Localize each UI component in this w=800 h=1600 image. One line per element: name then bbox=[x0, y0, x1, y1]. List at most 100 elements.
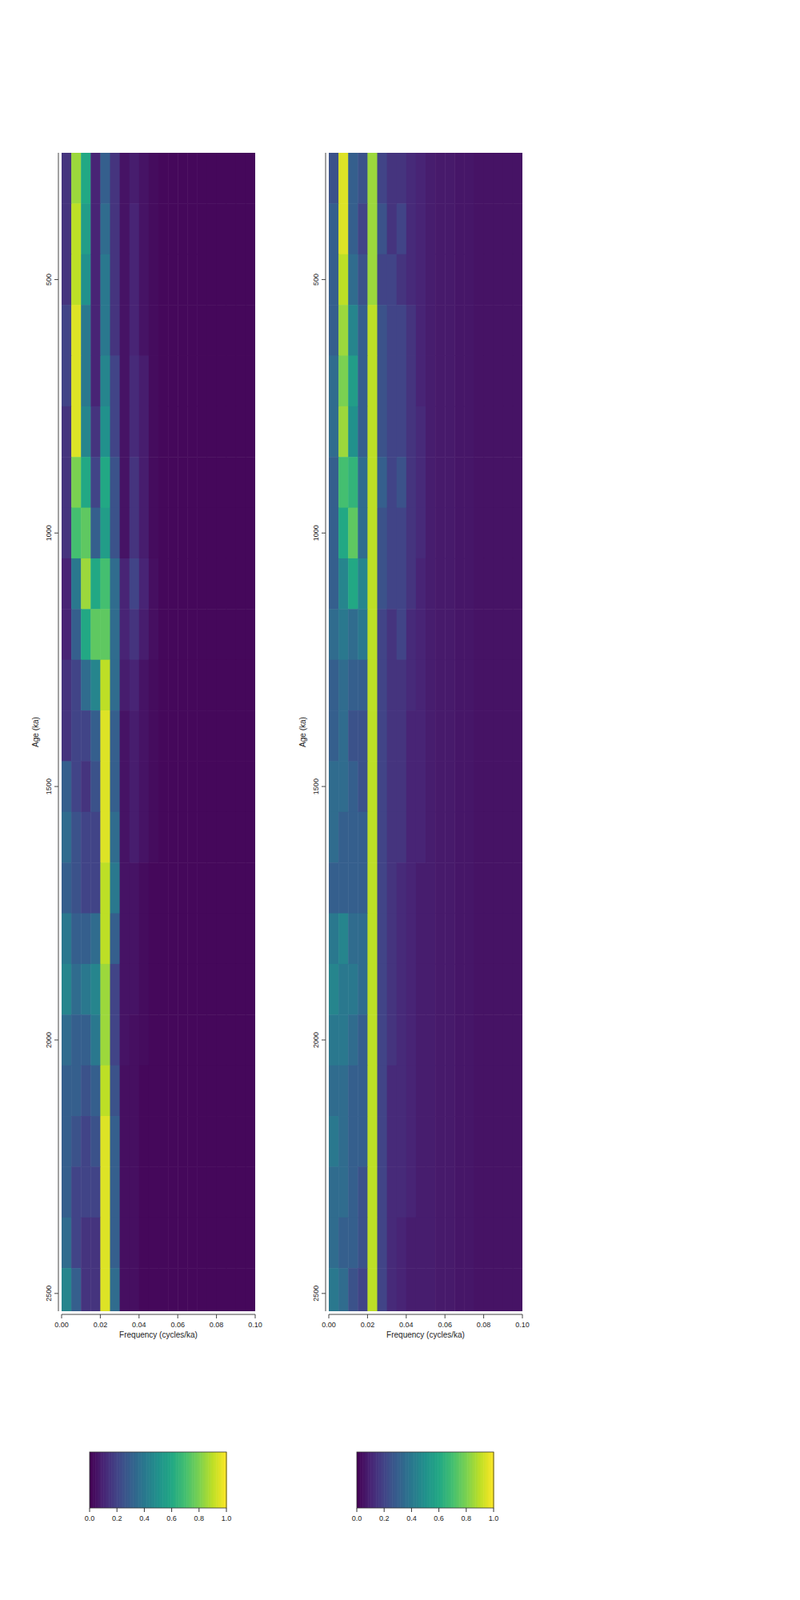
colorbar-frame bbox=[356, 1452, 494, 1508]
heat-cell bbox=[226, 913, 237, 965]
y-tick-label: 1500 bbox=[44, 778, 53, 795]
heat-cell bbox=[387, 1166, 398, 1218]
heat-cell bbox=[474, 1268, 485, 1312]
heat-cell bbox=[425, 558, 436, 610]
heat-cell bbox=[236, 862, 247, 914]
heat-cell bbox=[464, 1217, 475, 1269]
heat-cell bbox=[367, 304, 378, 356]
heat-cell bbox=[61, 1217, 72, 1269]
heat-cell bbox=[90, 1014, 101, 1066]
heat-cell bbox=[226, 1065, 237, 1117]
heat-cell bbox=[90, 304, 101, 356]
heat-cell bbox=[71, 862, 82, 914]
heat-cell bbox=[100, 1014, 111, 1066]
heat-cell bbox=[187, 760, 198, 812]
heat-cell bbox=[187, 1065, 198, 1117]
heat-cell bbox=[454, 1116, 465, 1168]
heat-cell bbox=[158, 1014, 169, 1066]
heat-cell bbox=[110, 1268, 121, 1312]
heat-cell bbox=[120, 558, 131, 610]
heat-cell bbox=[357, 1166, 368, 1218]
heat-cell bbox=[158, 608, 169, 660]
heat-cell bbox=[493, 760, 504, 812]
heat-cell bbox=[396, 456, 408, 508]
heat-cell bbox=[493, 355, 504, 407]
heat-cell bbox=[216, 760, 228, 812]
heat-cell bbox=[110, 913, 121, 965]
heat-cell bbox=[80, 812, 92, 864]
x-tick-label: 0.06 bbox=[170, 1320, 185, 1329]
heat-cell bbox=[245, 1166, 256, 1218]
heat-cell bbox=[100, 203, 111, 255]
heat-cell bbox=[493, 1217, 504, 1269]
heat-cell bbox=[236, 508, 247, 560]
heat-cell bbox=[148, 1014, 160, 1066]
heat-cell bbox=[484, 660, 495, 712]
heat-cell bbox=[454, 304, 465, 356]
heat-cell bbox=[474, 406, 485, 458]
heat-cell bbox=[474, 203, 485, 255]
heat-cell bbox=[484, 152, 495, 204]
heat-cell bbox=[377, 203, 388, 255]
heat-cell bbox=[207, 1116, 218, 1168]
heat-cell bbox=[148, 710, 160, 762]
heat-cell bbox=[493, 1268, 504, 1312]
x-tick-label: 0.08 bbox=[476, 1320, 492, 1329]
x-tick-label: 0.02 bbox=[360, 1320, 376, 1329]
heat-cell bbox=[187, 406, 198, 458]
heat-cell bbox=[71, 608, 82, 660]
heat-cell bbox=[129, 608, 140, 660]
heat-cell bbox=[484, 964, 495, 1016]
heat-cell bbox=[435, 660, 446, 712]
heat-cell bbox=[139, 862, 150, 914]
heat-cell bbox=[158, 355, 169, 407]
heat-cell bbox=[216, 355, 228, 407]
heat-cell bbox=[484, 406, 495, 458]
heat-cell bbox=[454, 456, 465, 508]
heat-cell bbox=[90, 456, 101, 508]
heat-cell bbox=[338, 304, 349, 356]
heat-cell bbox=[493, 304, 504, 356]
heat-cell bbox=[328, 1116, 340, 1168]
heat-cell bbox=[416, 710, 427, 762]
heat-cell bbox=[187, 1014, 198, 1066]
heat-cell bbox=[503, 203, 514, 255]
heat-cell bbox=[207, 1014, 218, 1066]
heat-cell bbox=[387, 660, 398, 712]
heat-cell bbox=[129, 1217, 140, 1269]
heat-cell bbox=[129, 913, 140, 965]
heat-cell bbox=[416, 152, 427, 204]
heat-cell bbox=[187, 152, 198, 204]
heat-cell bbox=[139, 406, 150, 458]
heat-cell bbox=[100, 913, 111, 965]
heat-cell bbox=[396, 760, 408, 812]
heat-cell bbox=[139, 812, 150, 864]
heat-cell bbox=[158, 862, 169, 914]
heat-cell bbox=[177, 355, 188, 407]
y-tick bbox=[321, 279, 326, 280]
colorbar-tick-label: 0.0 bbox=[352, 1514, 363, 1523]
heat-cell bbox=[328, 660, 340, 712]
heat-cell bbox=[80, 660, 92, 712]
heat-cell bbox=[71, 760, 82, 812]
heat-cell bbox=[425, 660, 436, 712]
heat-cell bbox=[216, 660, 228, 712]
heat-cell bbox=[110, 304, 121, 356]
heat-cell bbox=[367, 608, 378, 660]
heat-cell bbox=[226, 558, 237, 610]
heat-cell bbox=[348, 203, 359, 255]
heat-cell bbox=[493, 862, 504, 914]
heat-cell bbox=[158, 1065, 169, 1117]
heat-cell bbox=[168, 152, 179, 204]
heat-cell bbox=[90, 1217, 101, 1269]
heat-cell bbox=[357, 913, 368, 965]
heat-cell bbox=[512, 1116, 523, 1168]
heat-cell bbox=[196, 152, 208, 204]
heat-cell bbox=[100, 608, 111, 660]
heat-cell bbox=[148, 1116, 160, 1168]
heat-cell bbox=[207, 508, 218, 560]
heat-cell bbox=[444, 913, 456, 965]
heat-cell bbox=[503, 608, 514, 660]
colorbar-tick-label: 0.2 bbox=[112, 1514, 123, 1523]
heat-cell bbox=[444, 1116, 456, 1168]
